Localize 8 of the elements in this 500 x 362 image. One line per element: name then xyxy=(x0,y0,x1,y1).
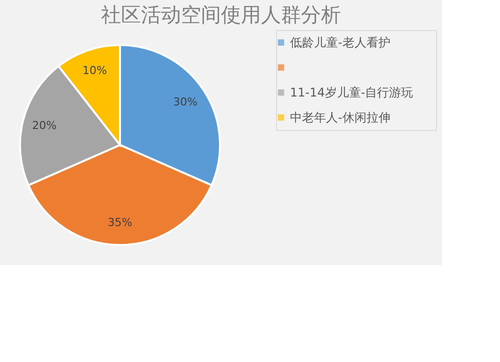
legend-label: 11-14岁儿童-自行游玩 xyxy=(290,86,414,100)
data-label: 30% xyxy=(173,95,198,108)
data-label: 10% xyxy=(82,64,107,78)
legend-label: 中老年人-休闲拉伸 xyxy=(290,110,390,124)
data-label: 35% xyxy=(108,216,132,229)
chart-title: 社区活动空间使用人群分析 xyxy=(100,2,341,26)
legend-label: 低龄儿童-老人看护 xyxy=(290,36,390,50)
data-label: 20% xyxy=(32,118,57,132)
